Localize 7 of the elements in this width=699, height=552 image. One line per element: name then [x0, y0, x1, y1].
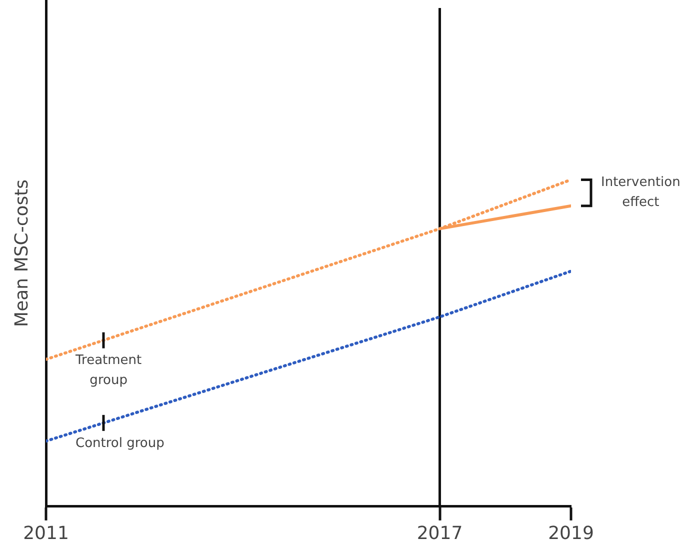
series-label: Treatment group [74, 353, 142, 388]
text: Intervention effect [601, 175, 680, 210]
y-axis-title: Mean MSC-costs [11, 179, 32, 327]
x-tick-label: 2019 [548, 522, 594, 544]
series-label: Control group [75, 436, 164, 451]
x-tick-label: 2017 [416, 522, 463, 544]
x-tick-label: 2011 [23, 522, 69, 544]
